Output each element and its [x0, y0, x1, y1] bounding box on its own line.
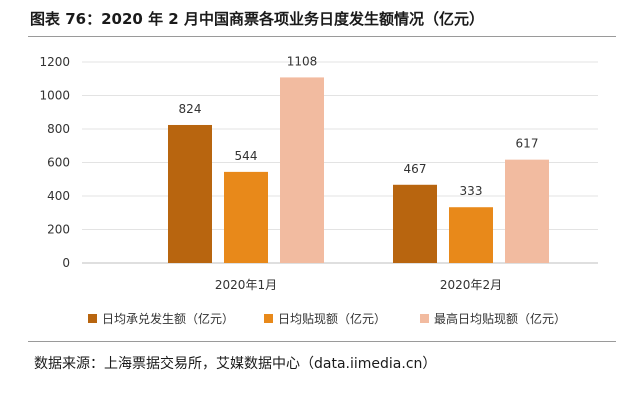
y-tick-label: 800: [47, 122, 70, 136]
data-label: 824: [179, 102, 202, 116]
data-label: 467: [404, 162, 427, 176]
legend-swatch: [420, 314, 429, 323]
data-labels: 824 544 1108 467 333 617: [179, 54, 539, 198]
bar: [280, 77, 324, 263]
y-tick-label: 200: [47, 223, 70, 237]
legend-label: 日均承兑发生额（亿元）: [102, 311, 234, 326]
data-label: 333: [460, 184, 483, 198]
legend-label: 日均贴现额（亿元）: [278, 311, 386, 326]
y-axis-ticks: 0 200 400 600 800 1000 1200: [39, 55, 70, 270]
y-tick-label: 1000: [39, 89, 70, 103]
bar-chart: 0 200 400 600 800 1000 1200 824 544 1108 467 333 61…: [39, 54, 598, 326]
data-label: 1108: [287, 54, 318, 68]
legend-swatch: [264, 314, 273, 323]
title-divider: [28, 36, 616, 37]
legend-label: 最高日均贴现额（亿元）: [434, 311, 566, 326]
y-tick-label: 1200: [39, 55, 70, 69]
bar: [224, 171, 268, 263]
data-label: 617: [516, 137, 539, 151]
y-tick-label: 0: [62, 256, 70, 270]
data-source-note: 数据来源：上海票据交易所，艾媒数据中心（data.iimedia.cn）: [34, 356, 437, 372]
data-label: 544: [235, 149, 258, 163]
bar: [393, 184, 437, 263]
bar: [168, 124, 212, 263]
y-tick-label: 600: [47, 156, 70, 170]
x-tick-label: 2020年2月: [440, 278, 502, 292]
x-tick-label: 2020年1月: [215, 278, 277, 292]
chart-title: 图表 76：2020 年 2 月中国商票各项业务日度发生额情况（亿元）: [30, 10, 484, 28]
bar: [449, 207, 493, 263]
y-tick-label: 400: [47, 189, 70, 203]
source-divider: [28, 341, 616, 342]
legend-swatch: [88, 314, 97, 323]
x-axis-ticks: 2020年1月 2020年2月: [215, 278, 502, 292]
legend: 日均承兑发生额（亿元） 日均贴现额（亿元） 最高日均贴现额（亿元）: [88, 311, 566, 326]
bar: [505, 159, 549, 263]
bars: [168, 77, 549, 263]
